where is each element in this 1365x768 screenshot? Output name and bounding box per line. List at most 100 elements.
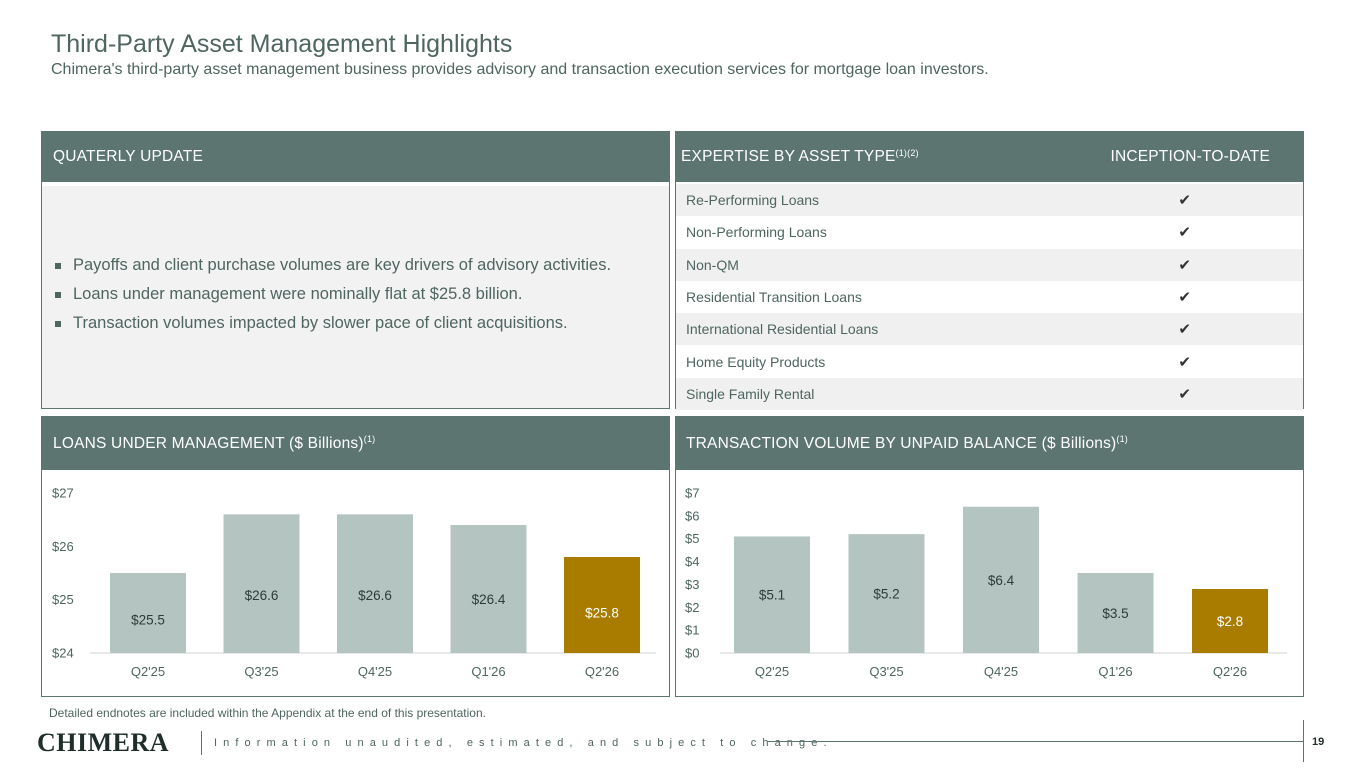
data-label: $3.5 — [1102, 606, 1128, 621]
expertise-row: Re-Performing Loans ✔ — [676, 184, 1303, 217]
footer-rule — [767, 741, 1303, 742]
bar — [734, 536, 810, 653]
expertise-row: Non-QM ✔ — [676, 248, 1303, 281]
expertise-list: Re-Performing Loans ✔ Non-Performing Loan… — [676, 184, 1303, 411]
data-label: $5.1 — [759, 588, 785, 603]
checkmark-icon: ✔ — [1178, 192, 1191, 210]
expertise-heading: EXPERTISE BY ASSET TYPE(1)(2) INCEPTION-… — [676, 132, 1303, 182]
bullet-item: Payoffs and client purchase volumes are … — [55, 256, 611, 275]
asset-type-label: Re-Performing Loans — [686, 192, 820, 209]
x-tick-label: Q3'25 — [869, 664, 903, 679]
expertise-row: Residential Transition Loans ✔ — [676, 281, 1303, 313]
data-label: $26.6 — [245, 588, 279, 603]
bullet-text: Loans under management were nominally fl… — [73, 285, 523, 303]
x-tick-label: Q4'25 — [358, 664, 392, 679]
lum-heading-footnote: (1) — [363, 433, 376, 444]
y-tick-label: $7 — [685, 486, 699, 501]
data-label: $25.5 — [131, 612, 165, 627]
asset-type-label: International Residential Loans — [686, 321, 879, 338]
disclaimer-tagline: Information unaudited, estimated, and su… — [214, 737, 833, 749]
checkmark-icon: ✔ — [1178, 321, 1191, 339]
loans-under-management-heading: LOANS UNDER MANAGEMENT ($ Billions) (1) — [42, 417, 669, 470]
expertise-heading-text: EXPERTISE BY ASSET TYPE(1)(2) — [681, 148, 919, 166]
asset-type-label: Residential Transition Loans — [686, 289, 862, 306]
y-tick-label: $3 — [685, 577, 699, 592]
expertise-heading-footnote: (1)(2) — [895, 148, 919, 158]
asset-type-label: Single Family Rental — [686, 385, 815, 402]
transaction-volume-panel: TRANSACTION VOLUME BY UNPAID BALANCE ($ … — [675, 416, 1304, 697]
data-label: $5.2 — [873, 587, 899, 602]
bullet-item: Transaction volumes impacted by slower p… — [55, 314, 611, 333]
data-label: $26.4 — [472, 592, 506, 607]
bullet-square-icon — [55, 320, 61, 327]
endnote-text: Detailed endnotes are included within th… — [49, 706, 486, 720]
expertise-row: International Residential Loans ✔ — [676, 313, 1303, 346]
expertise-row: Non-Performing Loans ✔ — [676, 216, 1303, 248]
bullet-square-icon — [55, 291, 61, 298]
bullet-text: Transaction volumes impacted by slower p… — [73, 314, 568, 332]
y-tick-label: $6 — [685, 508, 699, 523]
checkmark-icon: ✔ — [1178, 224, 1191, 242]
lum-heading-label: LOANS UNDER MANAGEMENT ($ Billions) — [53, 434, 364, 452]
x-tick-label: Q3'25 — [244, 664, 278, 679]
x-tick-label: Q1'26 — [1098, 664, 1132, 679]
tv-heading-label: TRANSACTION VOLUME BY UNPAID BALANCE ($ … — [686, 434, 1117, 452]
checkmark-icon: ✔ — [1178, 256, 1191, 274]
x-tick-label: Q2'26 — [1213, 664, 1247, 679]
asset-type-label: Non-Performing Loans — [686, 224, 827, 241]
y-tick-label: $2 — [685, 600, 699, 615]
checkmark-icon: ✔ — [1178, 385, 1191, 403]
bar — [848, 534, 925, 653]
chimera-logo: CHIMERA — [37, 728, 170, 757]
quarterly-update-heading-text: QUATERLY UPDATE — [53, 148, 203, 165]
tv-heading-footnote: (1) — [1116, 433, 1129, 444]
y-tick-label: $24 — [52, 646, 74, 661]
transaction-volume-heading: TRANSACTION VOLUME BY UNPAID BALANCE ($ … — [676, 417, 1303, 470]
bar — [450, 525, 527, 653]
page-number: 19 — [1312, 736, 1325, 748]
y-tick-label: $26 — [52, 539, 74, 554]
y-tick-label: $1 — [685, 623, 699, 638]
bullet-text: Payoffs and client purchase volumes are … — [73, 256, 612, 274]
asset-type-label: Non-QM — [686, 256, 739, 273]
logo-divider — [201, 731, 202, 755]
bar — [1077, 573, 1154, 653]
bullet-item: Loans under management were nominally fl… — [55, 285, 611, 304]
footer-rule-vertical — [1303, 720, 1304, 762]
x-tick-label: Q1'26 — [471, 664, 505, 679]
bar — [1192, 589, 1268, 653]
checkmark-icon: ✔ — [1178, 289, 1191, 307]
x-tick-label: Q4'25 — [984, 664, 1018, 679]
bar — [223, 514, 300, 653]
data-label: $6.4 — [988, 573, 1015, 588]
expertise-heading-label: EXPERTISE BY ASSET TYPE — [681, 148, 896, 165]
checkmark-icon: ✔ — [1178, 353, 1191, 371]
loans-under-management-chart: $24 $25 $26 $27 $25.5 Q2'25 $26.6 Q3'25 $26.6 Q4'… — [52, 486, 656, 679]
y-tick-label: $25 — [52, 592, 74, 607]
data-label: $2.8 — [1217, 614, 1243, 629]
quarterly-update-bullets: Payoffs and client purchase volumes are … — [55, 256, 611, 343]
bar — [337, 514, 413, 653]
expertise-row: Home Equity Products ✔ — [676, 345, 1303, 377]
page-subtitle: Chimera's third-party asset management b… — [51, 61, 989, 78]
page-title: Third-Party Asset Management Highlights — [51, 30, 513, 58]
x-tick-label: Q2'25 — [131, 664, 165, 679]
y-tick-label: $0 — [685, 646, 699, 661]
quarterly-update-panel: QUATERLY UPDATE Payoffs and client purch… — [41, 131, 670, 409]
asset-type-label: Home Equity Products — [686, 353, 826, 370]
data-label: $26.6 — [358, 588, 392, 603]
expertise-row: Single Family Rental ✔ — [676, 377, 1303, 411]
bar — [564, 557, 640, 653]
expertise-panel: EXPERTISE BY ASSET TYPE(1)(2) INCEPTION-… — [675, 131, 1304, 411]
x-tick-label: Q2'25 — [755, 664, 789, 679]
transaction-volume-chart: $0 $1 $2 $3 $4 $5 $6 $7 $5.1 Q2'25 $5.2 Q3'25 $6.4 Q4… — [685, 486, 1287, 679]
y-tick-label: $4 — [685, 554, 699, 569]
y-tick-label: $27 — [52, 486, 74, 501]
quarterly-update-heading: QUATERLY UPDATE — [42, 132, 669, 182]
quarterly-update-body: Payoffs and client purchase volumes are … — [42, 186, 669, 408]
bar — [963, 506, 1039, 653]
data-label: $25.8 — [585, 606, 619, 621]
inception-to-date-header: INCEPTION-TO-DATE — [1110, 148, 1270, 165]
bar — [110, 573, 186, 653]
loans-under-management-panel: LOANS UNDER MANAGEMENT ($ Billions) (1) $… — [41, 416, 670, 697]
